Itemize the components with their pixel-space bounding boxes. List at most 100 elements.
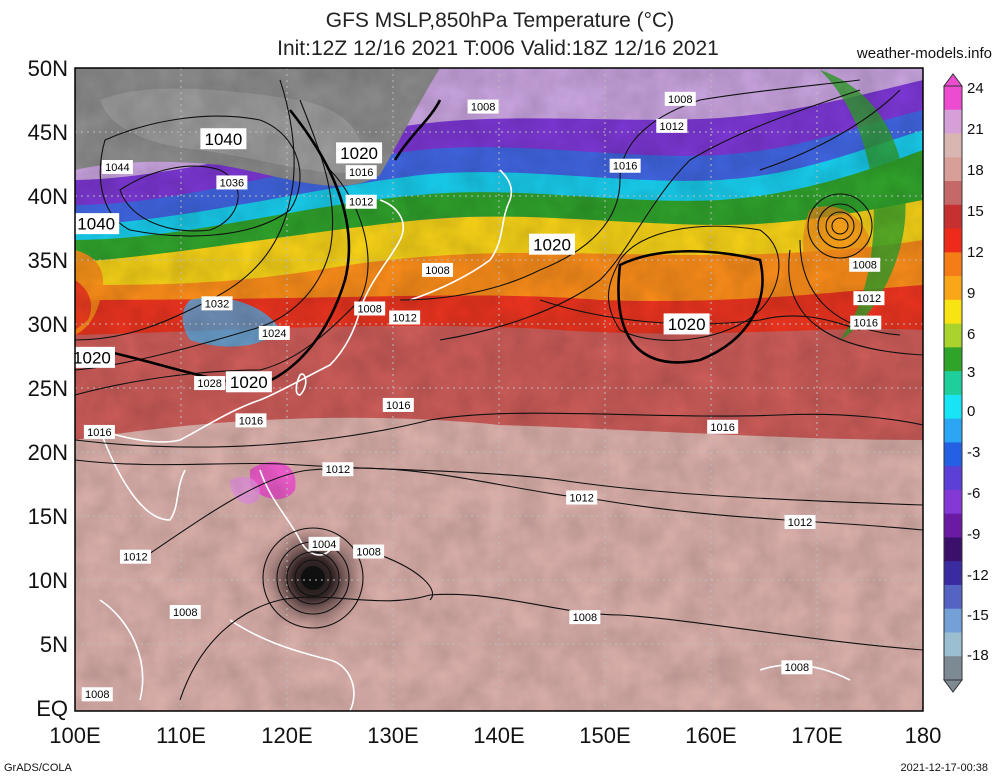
lat-label-30n: 30N xyxy=(27,312,68,337)
isobar-label: 1016 xyxy=(345,165,377,180)
lat-label-40n: 40N xyxy=(27,184,68,209)
colorbar-swatch xyxy=(944,347,962,372)
map-title: GFS MSLP,850hPa Temperature (°C) xyxy=(325,9,675,32)
isobar-label: 1044 xyxy=(101,160,133,175)
colorbar-frame xyxy=(943,85,963,681)
isobar-label: 1008 xyxy=(81,687,113,702)
isobar-label: 1016 xyxy=(850,315,882,330)
isobar-labels: 1040 1044 1036 1040 1020 1016 1012 1008 1008 1012… xyxy=(73,91,885,702)
isobar-label: 1016 xyxy=(235,413,267,428)
colorbar-swatch xyxy=(944,228,962,253)
isobar-label-text: 1020 xyxy=(230,373,268,392)
isobar-label-text: 1016 xyxy=(854,318,878,330)
colorbar-swatch xyxy=(944,86,962,111)
isobar-label-text: 1012 xyxy=(123,552,147,564)
isobar-label-text: 1008 xyxy=(357,303,381,315)
isobar-label: 1012 xyxy=(322,462,354,477)
map-frame xyxy=(74,67,924,712)
isobar-label: 1016 xyxy=(707,419,739,434)
colorbar-swatch xyxy=(944,276,962,301)
lon-label-170e: 170E xyxy=(791,723,843,748)
graticule xyxy=(75,68,923,711)
isobar-label-text: 1012 xyxy=(660,121,684,133)
temperature-colorbar xyxy=(943,73,963,693)
isobar-label-text: 1012 xyxy=(392,312,416,324)
isobar-label-text: 1008 xyxy=(668,94,692,106)
colorbar-swatch xyxy=(944,371,962,396)
isobar-label-text: 1032 xyxy=(205,298,229,310)
colorbar-swatch xyxy=(944,632,962,657)
isobar-label: 1040 xyxy=(200,128,247,150)
isobar-label: 1040 xyxy=(75,213,120,235)
colorbar-swatch xyxy=(944,466,962,491)
colorbar-label-neg3: -3 xyxy=(967,444,981,461)
lat-label-15n: 15N xyxy=(27,504,68,529)
isobar-label: 1012 xyxy=(345,194,377,209)
isobar-label-text: 1016 xyxy=(87,427,111,439)
isobar-label-text: 1008 xyxy=(85,689,109,701)
colorbar-label-neg18: -18 xyxy=(967,647,989,664)
lat-label-45n: 45N xyxy=(27,120,68,145)
colorbar-label-0: 0 xyxy=(967,403,976,420)
isobar-label-text: 1028 xyxy=(197,378,221,390)
lat-label-25n: 25N xyxy=(27,376,68,401)
lat-label-10n: 10N xyxy=(27,568,68,593)
isobar-label-text: 1024 xyxy=(262,328,286,340)
isobar-label: 1008 xyxy=(849,257,881,272)
colorbar-swatch xyxy=(944,418,962,443)
colorbar-swatch xyxy=(944,561,962,586)
isobar-label: 1032 xyxy=(201,296,233,311)
isobar-label-text: 1008 xyxy=(173,607,197,619)
lon-label-120e: 120E xyxy=(261,723,313,748)
lon-label-160e: 160E xyxy=(685,723,737,748)
isobar-label: 1012 xyxy=(784,514,816,529)
colorbar-label-neg9: -9 xyxy=(967,526,981,543)
colorbar-swatch xyxy=(944,181,962,206)
isobar-label-text: 1040 xyxy=(77,215,115,234)
isobar-label: 1008 xyxy=(354,301,386,316)
isobar-label-text: 1012 xyxy=(569,492,593,504)
isobar-label-text: 1020 xyxy=(73,348,111,367)
colorbar-swatch xyxy=(944,252,962,277)
isobar-label-text: 1004 xyxy=(312,539,336,551)
colorbar-label-9: 9 xyxy=(967,285,976,302)
lat-label-eq: EQ xyxy=(36,696,68,721)
colorbar-swatch xyxy=(944,394,962,420)
isobar-label: 1012 xyxy=(566,490,598,505)
isobar-label-text: 1008 xyxy=(852,260,876,272)
isobar-label-text: 1020 xyxy=(668,315,706,334)
isobar-label-text: 1012 xyxy=(857,293,881,305)
colorbar-swatch xyxy=(944,513,962,538)
colorbar-label-neg6: -6 xyxy=(967,485,981,502)
isobar-label-text: 1008 xyxy=(471,102,495,114)
isobar-label-text: 1012 xyxy=(349,197,373,209)
coastlines xyxy=(99,169,851,711)
isobar-label: 1004 xyxy=(308,536,340,551)
colorbar-label-21: 21 xyxy=(967,121,984,138)
colorbar-swatch xyxy=(944,323,962,348)
lon-label-100e: 100E xyxy=(49,723,101,748)
isobar-label: 1008 xyxy=(569,610,601,625)
isobar-label-text: 1016 xyxy=(239,415,263,427)
colorbar-swatch xyxy=(944,204,962,230)
colorbar-top-arrow xyxy=(943,73,963,87)
isobar-label: 1020 xyxy=(225,371,272,393)
lon-label-180: 180 xyxy=(904,723,942,748)
colorbar-label-6: 6 xyxy=(967,326,976,343)
lat-label-20n: 20N xyxy=(27,440,68,465)
lat-label-5n: 5N xyxy=(39,632,68,657)
isobar-label: 1020 xyxy=(336,142,383,164)
isobar-label: 1012 xyxy=(389,310,421,325)
footer-timestamp: 2021-12-17-00:38 xyxy=(900,762,988,774)
isobar-label: 1020 xyxy=(73,346,115,368)
colorbar-swatch xyxy=(944,584,962,610)
colorbar-label-3: 3 xyxy=(967,364,976,381)
lon-label-110e: 110E xyxy=(156,723,206,748)
colorbar-swatch xyxy=(944,656,962,681)
colorbar-swatch xyxy=(944,489,962,515)
colorbar-swatch xyxy=(944,157,962,182)
lat-label-35n: 35N xyxy=(27,248,68,273)
isobar-label: 1008 xyxy=(422,262,454,277)
colorbar-bottom-arrow xyxy=(943,679,963,693)
